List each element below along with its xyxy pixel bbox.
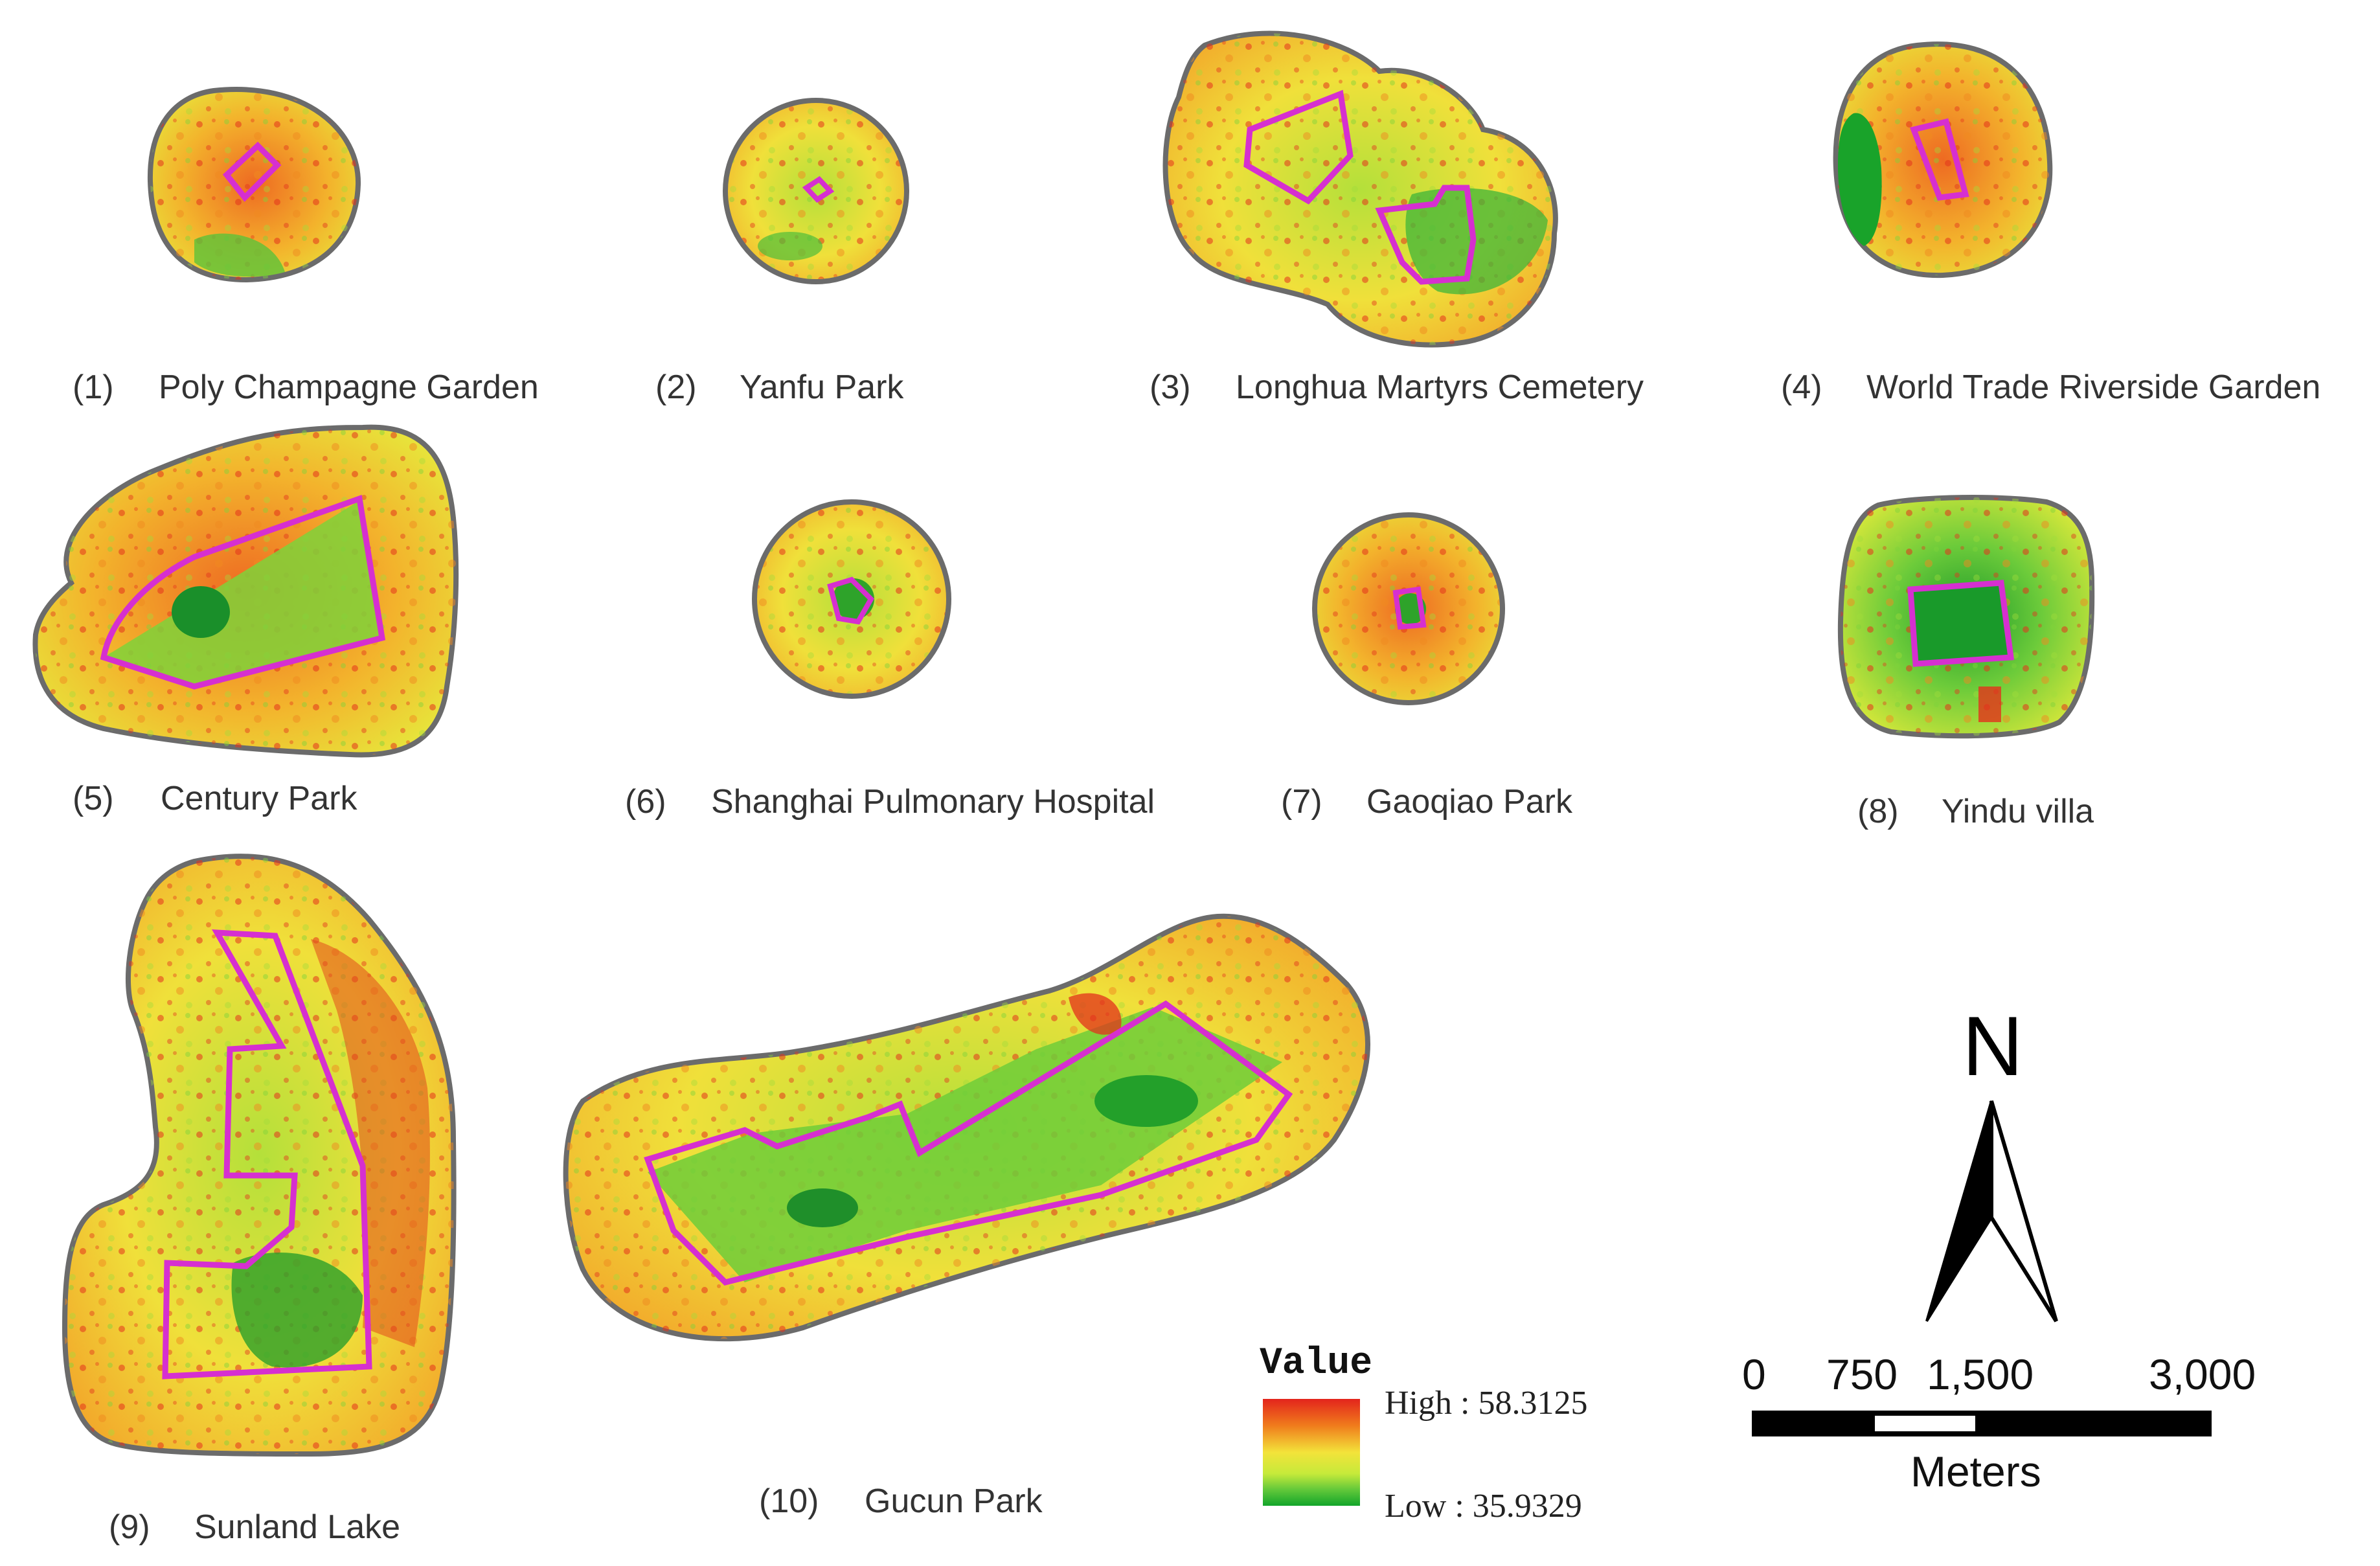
caption-9-num: (9) [109, 1508, 150, 1546]
north-label: N [1962, 999, 2023, 1093]
scale-tick-3000: 3,000 [2149, 1350, 2256, 1398]
panel-sunland-lake [62, 854, 457, 1457]
panel-longhua-martyrs-cemetery [1162, 30, 1558, 348]
caption-8-num: (8) [1857, 793, 1899, 830]
legend-title: Value [1260, 1343, 1372, 1385]
caption-6-name: Shanghai Pulmonary Hospital [711, 783, 1155, 821]
caption-9-name: Sunland Lake [194, 1508, 400, 1546]
panel-century-park [32, 424, 459, 758]
park-boundary [100, 494, 386, 690]
legend-color-ramp [1263, 1399, 1360, 1506]
panel-yindu-villa [1837, 495, 2095, 739]
legend: Value High : 58.3125 Low : 35.9329 [1260, 1343, 1587, 1525]
caption-6-num: (6) [625, 783, 666, 821]
panel-gaoqiao-park [1312, 512, 1505, 705]
park-boundary [827, 576, 874, 625]
caption-10-num: (10) [759, 1482, 819, 1520]
caption-1-name: Poly Champagne Garden [159, 369, 539, 406]
caption-8-name: Yindu villa [1942, 793, 2094, 830]
caption-1-num: (1) [73, 369, 114, 406]
caption-7-name: Gaoqiao Park [1366, 783, 1573, 821]
panel-poly-champagne-garden [147, 87, 361, 283]
scale-tick-1500: 1,500 [1927, 1350, 2034, 1398]
scale-bar: 0 750 1,500 3,000 Meters [1742, 1350, 2256, 1495]
caption-3-name: Longhua Martyrs Cemetery [1236, 369, 1644, 406]
panel-shanghai-pulmonary-hospital [752, 499, 951, 699]
park-boundary [1243, 89, 1354, 205]
north-arrow: N [1925, 999, 2058, 1322]
park-boundary [1909, 118, 1969, 201]
legend-high-label: High : 58.3125 [1385, 1385, 1587, 1422]
scale-tick-750: 750 [1826, 1350, 1898, 1398]
caption-2-name: Yanfu Park [740, 369, 904, 406]
scale-tick-0: 0 [1742, 1350, 1766, 1398]
caption-10-name: Gucun Park [865, 1482, 1043, 1520]
park-boundary [222, 141, 282, 202]
panel-gucun-park [563, 913, 1370, 1342]
legend-low-label: Low : 35.9329 [1385, 1488, 1582, 1525]
panel-yanfu-park [723, 98, 909, 284]
park-boundary [644, 1000, 1293, 1286]
caption-7-num: (7) [1281, 783, 1322, 821]
caption-3-num: (3) [1150, 369, 1191, 406]
park-boundary [1907, 580, 2015, 667]
scale-unit: Meters [1910, 1447, 2041, 1495]
caption-2-num: (2) [655, 369, 697, 406]
park-boundary [1392, 586, 1427, 630]
captions: (1) Poly Champagne Garden (2) Yanfu Park… [73, 369, 2320, 1546]
park-boundary [162, 929, 372, 1379]
caption-5-num: (5) [73, 780, 114, 817]
park-boundary [802, 176, 835, 203]
north-arrow-icon [1925, 1100, 1993, 1322]
caption-4-num: (4) [1781, 369, 1822, 406]
park-boundary [1375, 185, 1477, 285]
panel-world-trade-riverside-garden [1833, 41, 2053, 278]
caption-4-name: World Trade Riverside Garden [1866, 369, 2320, 406]
caption-5-name: Century Park [161, 780, 357, 817]
scale-bar-graphic [1752, 1411, 2212, 1436]
